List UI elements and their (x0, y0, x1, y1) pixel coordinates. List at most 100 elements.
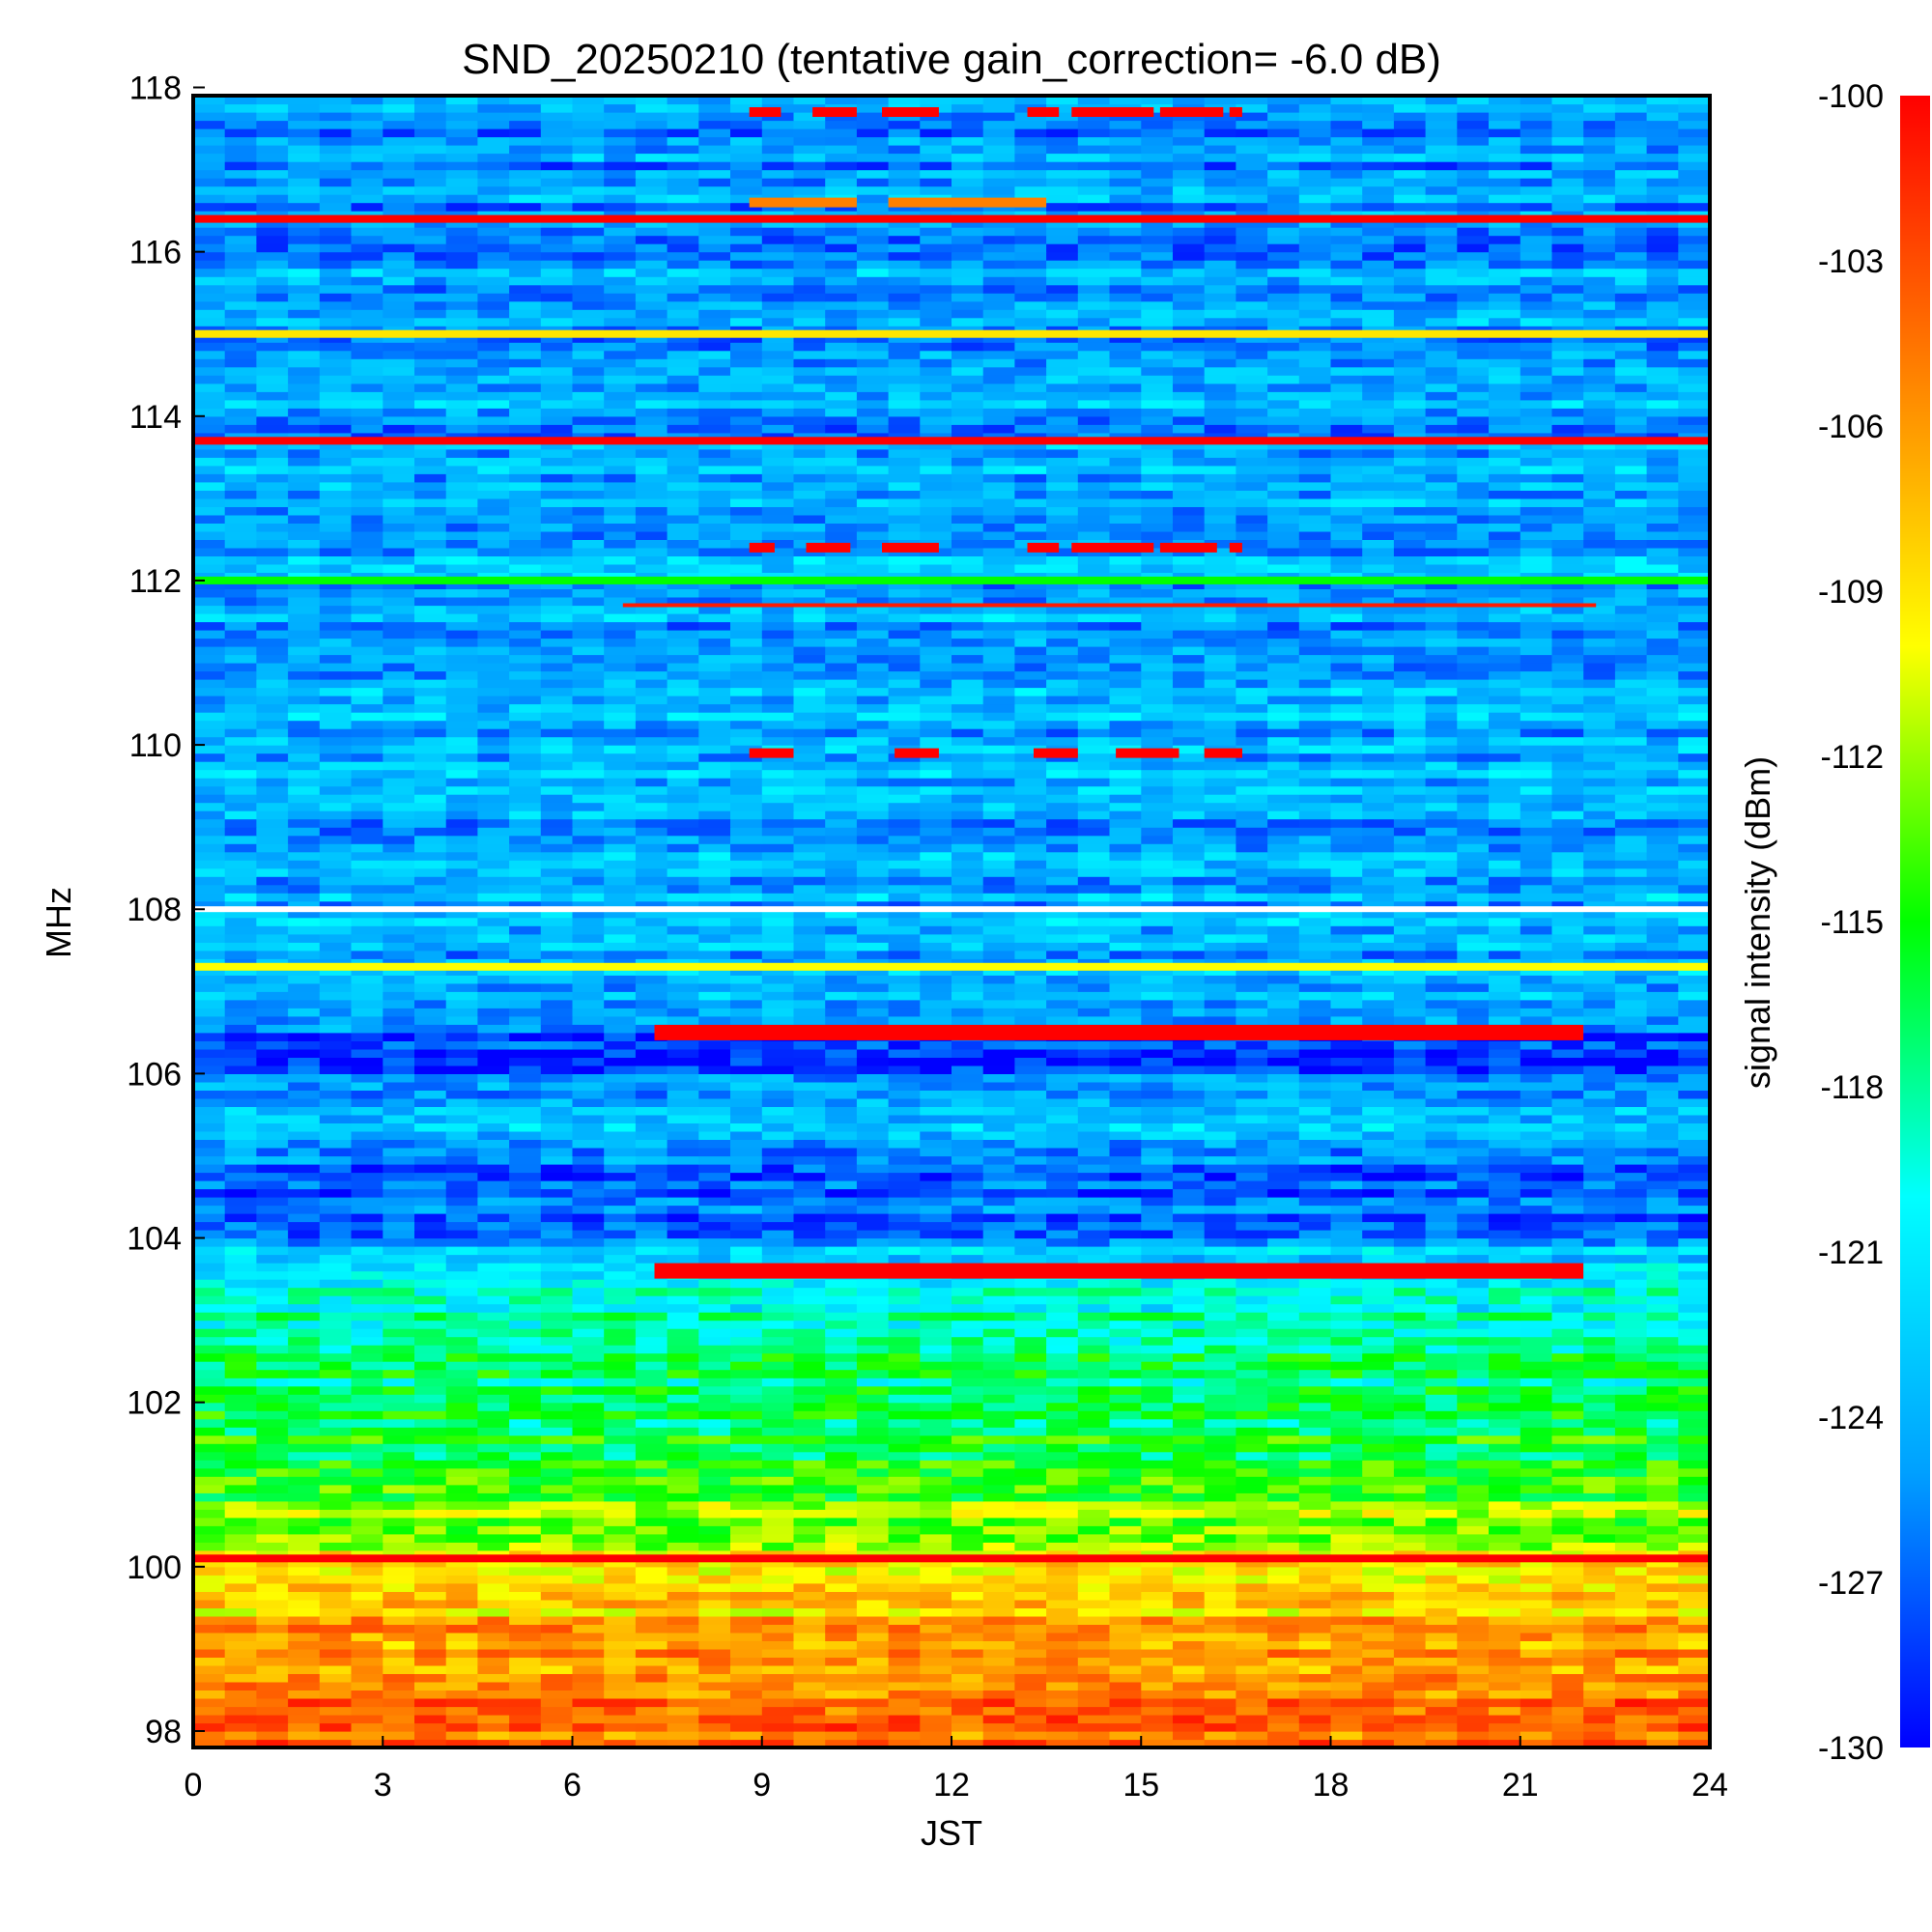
heatmap-cell (761, 1312, 795, 1321)
heatmap-cell (256, 900, 289, 910)
heatmap-cell (1583, 909, 1616, 919)
heatmap-cell (1393, 1394, 1427, 1404)
heatmap-cell (1298, 1081, 1332, 1091)
heatmap-cell (1014, 1657, 1047, 1666)
heatmap-cell (1077, 1484, 1111, 1493)
heatmap-cell (288, 884, 321, 894)
heatmap-cell (1362, 1632, 1395, 1641)
heatmap-cell (1678, 942, 1710, 952)
heatmap-cell (1298, 966, 1332, 976)
heatmap-cell (1330, 1320, 1363, 1329)
heatmap-cell (952, 1164, 984, 1174)
heatmap-cell (288, 1114, 321, 1123)
heatmap-cell (1520, 1361, 1553, 1371)
heatmap-cell (952, 975, 984, 984)
heatmap-cell (1489, 1690, 1521, 1699)
heatmap-cell (667, 1254, 699, 1264)
heatmap-cell (1489, 1221, 1521, 1231)
heatmap-cell (920, 1698, 952, 1708)
heatmap-cell (888, 1492, 921, 1502)
heatmap-cell (1393, 1690, 1427, 1699)
heatmap-cell (982, 1582, 1015, 1592)
heatmap-cell (1614, 1122, 1648, 1132)
heatmap-cell (1173, 1698, 1206, 1708)
heatmap-cell (920, 1155, 952, 1165)
heatmap-cell (1014, 1632, 1047, 1641)
heatmap-cell (952, 1681, 984, 1690)
heatmap-cell (1425, 1130, 1458, 1140)
heatmap-cell (1362, 917, 1395, 926)
heatmap-cell (1425, 1008, 1458, 1017)
heatmap-cell (1077, 1139, 1111, 1149)
heatmap-cell (1173, 925, 1206, 935)
heatmap-cell (1457, 1509, 1490, 1519)
heatmap-cell (193, 1467, 226, 1477)
heatmap-cell (1298, 1402, 1332, 1411)
heatmap-cell (730, 1657, 763, 1666)
heatmap-cell (793, 1615, 826, 1625)
heatmap-cell (952, 1394, 984, 1404)
heatmap-cell (1330, 909, 1363, 919)
heatmap-cell (1173, 1632, 1206, 1641)
heatmap-cell (604, 909, 637, 919)
heatmap-cell (351, 1492, 384, 1502)
heatmap-cell (319, 1443, 353, 1453)
heatmap-cell (319, 1385, 353, 1395)
heatmap-cell (793, 1295, 826, 1305)
heatmap-cell (761, 1015, 795, 1025)
heatmap-cell (604, 1460, 637, 1469)
heatmap-cell (982, 1008, 1015, 1017)
heatmap-cell (952, 1336, 984, 1346)
heatmap-cell (540, 1303, 574, 1313)
heatmap-cell (224, 1640, 257, 1650)
heatmap-cell (1014, 1517, 1047, 1526)
heatmap-cell (572, 1065, 605, 1074)
heatmap-cell (952, 1492, 984, 1502)
heatmap-cell (1173, 1081, 1206, 1091)
heatmap-cell (667, 1213, 699, 1223)
heatmap-cell (414, 1361, 447, 1371)
heatmap-cell (1014, 1394, 1047, 1404)
heatmap-cell (572, 1369, 605, 1378)
heatmap-cell (1267, 893, 1300, 902)
heatmap-cell (1362, 1172, 1395, 1181)
heatmap-cell (224, 1303, 257, 1313)
heatmap-cell (1646, 1410, 1679, 1420)
heatmap-cell (1077, 1312, 1111, 1321)
heatmap-cell (256, 1706, 289, 1716)
heatmap-cell (1646, 917, 1679, 926)
heatmap-cell (856, 1008, 890, 1017)
heatmap-cell (1014, 1575, 1047, 1584)
heatmap-cell (1551, 1632, 1584, 1641)
heatmap-cell (1204, 1246, 1236, 1256)
heatmap-cell (414, 1008, 447, 1017)
heatmap-cell (1109, 1615, 1142, 1625)
heatmap-cell (224, 1048, 257, 1058)
heatmap-cell (1614, 1369, 1648, 1378)
heatmap-cell (509, 1361, 542, 1371)
heatmap-cell (856, 1164, 890, 1174)
heatmap-cell (1614, 1681, 1648, 1690)
heatmap-cell (1204, 1657, 1236, 1666)
heatmap-cell (888, 1246, 921, 1256)
heatmap-cell (1678, 1361, 1710, 1371)
heatmap-cell (982, 1657, 1015, 1666)
heatmap-cell (1583, 950, 1616, 959)
heatmap-cell (1583, 1706, 1616, 1716)
heatmap-cell (224, 1279, 257, 1289)
heatmap-cell (256, 1287, 289, 1296)
heatmap-cell (224, 1558, 257, 1568)
heatmap-cell (1520, 1394, 1553, 1404)
heatmap-cell (1204, 1435, 1236, 1444)
heatmap-cell (1551, 1008, 1584, 1017)
heatmap-cell (256, 1106, 289, 1116)
heatmap-cell (1551, 1378, 1584, 1387)
heatmap-cell (351, 925, 384, 935)
heatmap-cell (952, 1081, 984, 1091)
heatmap-cell (445, 1673, 478, 1683)
heatmap-cell (383, 1008, 415, 1017)
heatmap-cell (1614, 975, 1648, 984)
heatmap-cell (509, 1418, 542, 1428)
heatmap-cell (1298, 1542, 1332, 1551)
heatmap-cell (1425, 1336, 1458, 1346)
